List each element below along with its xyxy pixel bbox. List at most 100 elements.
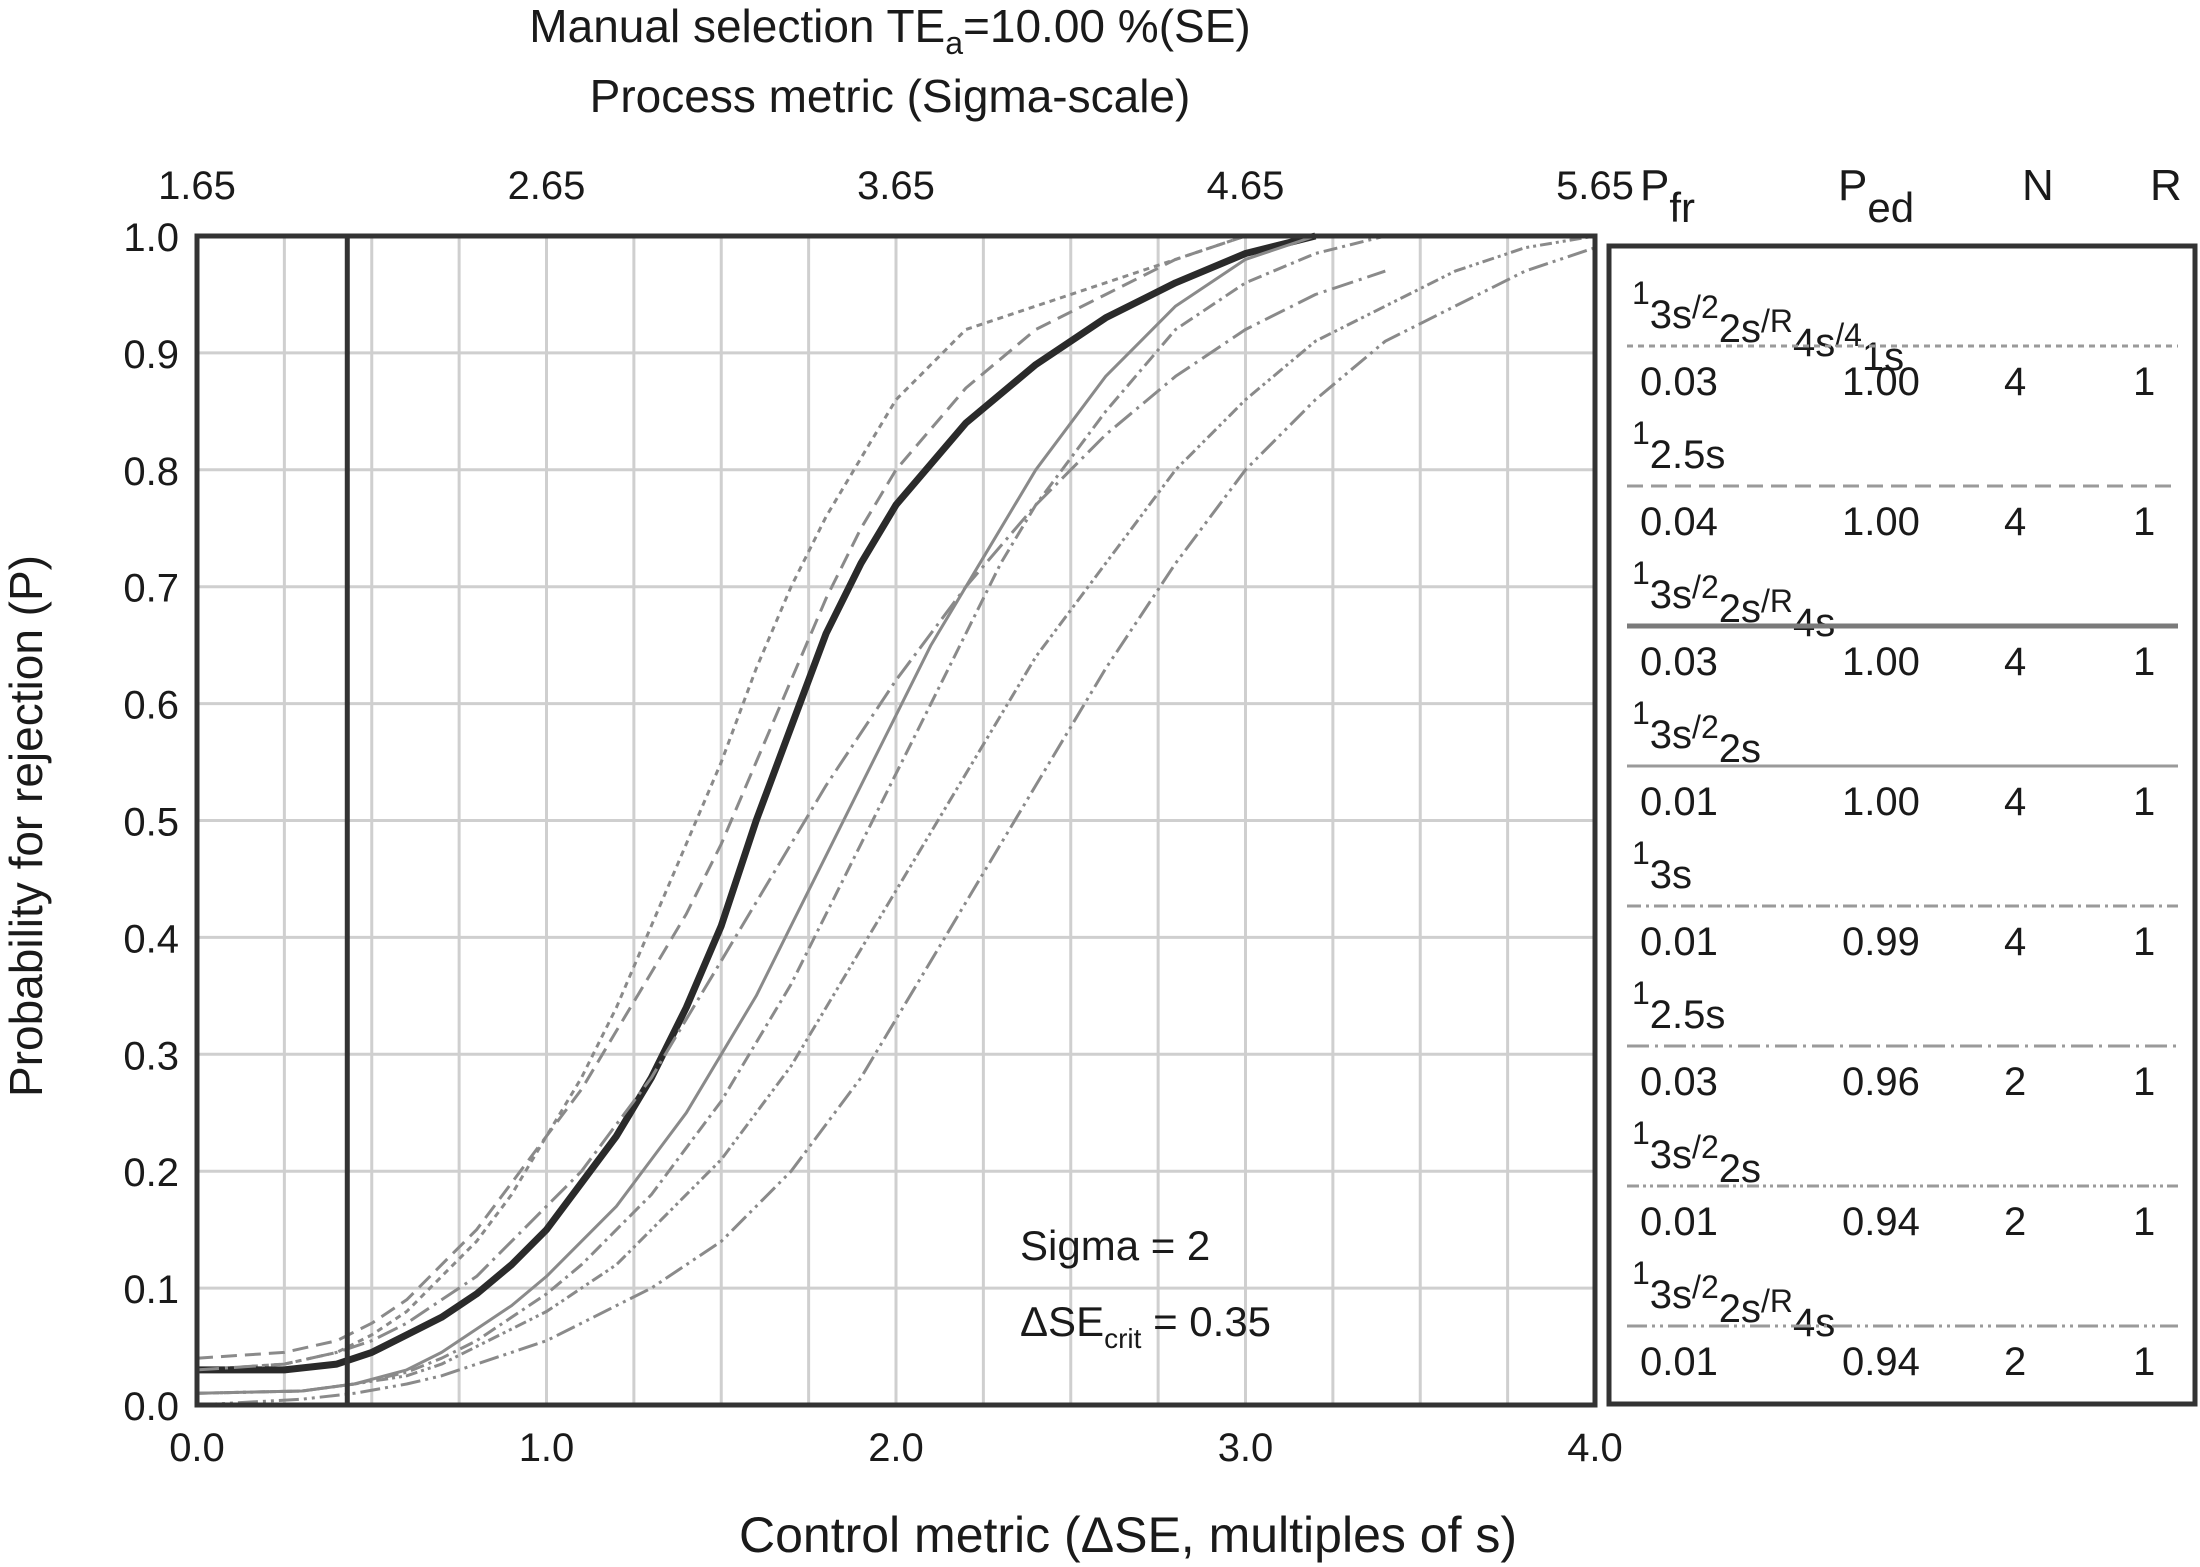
rule-part: 1 [1632, 275, 1650, 311]
legend-header-sub: ed [1867, 184, 1914, 231]
top-axis-tick-label: 2.65 [508, 164, 586, 208]
rule-part: /2 [1692, 1269, 1719, 1305]
legend-frame [1606, 243, 2198, 1407]
rule-subscript: 3s [1650, 713, 1692, 757]
legend-entry: 12.5s0.03 0.96 2 1 [1627, 975, 2178, 1104]
rule-part: /2 [1692, 289, 1719, 325]
legend-r: 1 [2133, 500, 2155, 544]
legend-header: N [2022, 161, 2054, 210]
x-tick-label: 3.0 [1218, 1426, 1274, 1470]
legend-n: 4 [2004, 360, 2026, 404]
legend-pfr: 0.01 [1640, 920, 1718, 964]
legend-header-main: P [1838, 161, 1867, 210]
legend-header-main: R [2150, 161, 2182, 210]
power-curve [196, 234, 1596, 1395]
rule-part: /2 [1692, 569, 1719, 605]
legend-n: 4 [2004, 920, 2026, 964]
y-tick-label: 0.9 [123, 333, 179, 377]
chart-title: Manual selection TEa=10.00 %(SE) [529, 0, 1250, 61]
legend-rule: 13s/22s/R4s [1632, 555, 1835, 645]
power-curve [196, 269, 1386, 1372]
legend-r: 1 [2133, 1340, 2155, 1384]
rule-part: /4 [1835, 317, 1862, 353]
x-tick-labels: 0.0 1.0 2.0 3.0 4.0 [169, 1426, 1623, 1470]
x-tick-label: 2.0 [868, 1426, 924, 1470]
legend-header-main: N [2022, 161, 2054, 210]
rule-part: 1 [1632, 835, 1650, 871]
rule-part: 1 [1632, 415, 1650, 451]
x-tick-label: 1.0 [519, 1426, 575, 1470]
rule-subscript: 3s [1650, 853, 1692, 897]
grid [197, 236, 1595, 1405]
legend-ped: 0.99 [1842, 920, 1920, 964]
rule-part: /2 [1692, 1129, 1719, 1165]
rule-subscript: 1s [1862, 335, 1904, 379]
sigma-annotation: Sigma = 2 [1020, 1222, 1210, 1269]
legend-r: 1 [2133, 1060, 2155, 1104]
rule-part: /R [1761, 303, 1793, 339]
rule-subscript: 2s [1719, 1287, 1761, 1331]
legend-pfr: 0.01 [1640, 780, 1718, 824]
legend-entry: 12.5s0.04 1.00 4 1 [1627, 415, 2178, 544]
y-tick-label: 0.5 [123, 801, 179, 845]
y-tick-label: 0.2 [123, 1151, 179, 1195]
legend-header-sub: fr [1669, 184, 1695, 231]
power-curve [196, 234, 1316, 1395]
dse-crit-annotation: ΔSEcrit = 0.35 [1020, 1298, 1271, 1354]
rule-subscript: 3s [1650, 293, 1692, 337]
power-curve [196, 234, 1386, 1395]
rule-part: /R [1761, 1283, 1793, 1319]
legend-pfr: 0.03 [1640, 1060, 1718, 1104]
legend-ped: 1.00 [1842, 780, 1920, 824]
rule-part: 1 [1632, 695, 1650, 731]
rule-subscript: 4s [1793, 1301, 1835, 1345]
legend-pfr: 0.01 [1640, 1200, 1718, 1244]
curves [196, 232, 1596, 1407]
y-tick-label: 0.3 [123, 1034, 179, 1078]
legend-ped: 0.94 [1842, 1340, 1920, 1384]
y-tick-label: 0.6 [123, 684, 179, 728]
legend-pfr: 0.04 [1640, 500, 1718, 544]
legend-ped: 1.00 [1842, 360, 1920, 404]
power-curve [197, 232, 1317, 1374]
legend-n: 2 [2004, 1340, 2026, 1384]
top-axis-tick-label: 4.65 [1207, 164, 1285, 208]
rule-subscript: 4s [1793, 321, 1835, 365]
power-curve [196, 234, 1246, 1372]
legend-r: 1 [2133, 920, 2155, 964]
legend-rule: 13s/22s [1632, 695, 1761, 771]
rule-part: 1 [1632, 1115, 1650, 1151]
legend-rule: 13s [1632, 835, 1692, 897]
legend-ped: 1.00 [1842, 500, 1920, 544]
x-tick-label: 0.0 [169, 1426, 225, 1470]
legend-ped: 0.96 [1842, 1060, 1920, 1104]
rule-part: /R [1761, 583, 1793, 619]
rule-subscript: 2s [1719, 727, 1761, 771]
legend-rule: 13s/22s/R4s [1632, 1255, 1835, 1345]
rule-subscript: 4s [1793, 601, 1835, 645]
legend-header: Pfr [1640, 161, 1695, 231]
power-curve [196, 246, 1596, 1407]
legend-n: 2 [2004, 1200, 2026, 1244]
rule-subscript: 2s [1719, 1147, 1761, 1191]
y-tick-label: 0.8 [123, 450, 179, 494]
legend-ped: 1.00 [1842, 640, 1920, 684]
y-axis-label: Probability for rejection (P) [0, 555, 52, 1097]
top-axis-tick-label: 5.65 [1556, 164, 1634, 208]
rule-subscript: 3s [1650, 1133, 1692, 1177]
rule-subscript: 2.5s [1650, 993, 1726, 1037]
legend-n: 4 [2004, 500, 2026, 544]
rule-part: 1 [1632, 555, 1650, 591]
x-tick-label: 4.0 [1567, 1426, 1623, 1470]
legend-r: 1 [2133, 780, 2155, 824]
legend-header: R [2150, 161, 2182, 210]
top-axis-tick-label: 1.65 [158, 164, 236, 208]
legend-rule: 13s/22s [1632, 1115, 1761, 1191]
y-tick-label: 0.0 [123, 1385, 179, 1429]
rule-part: 1 [1632, 975, 1650, 1011]
legend-header: Ped [1838, 161, 1914, 231]
